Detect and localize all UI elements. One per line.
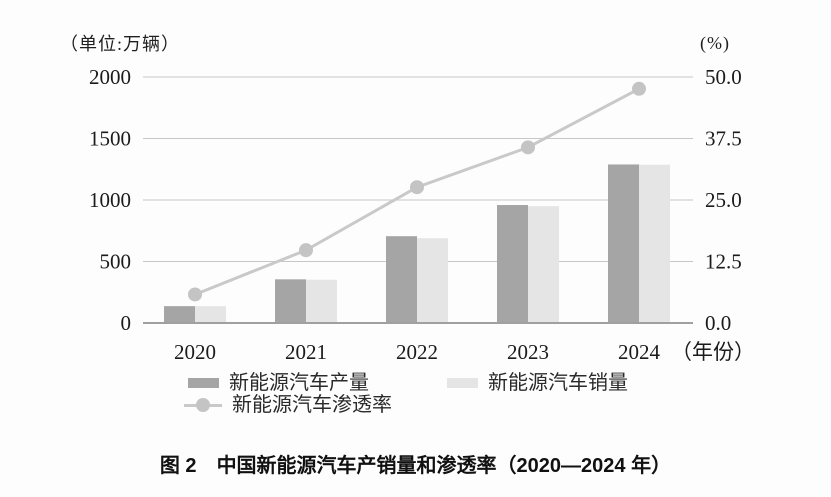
chart-plot-area: 0 500 1000 1500 2000 0.0 12.5 25.0 37.5 50.0 2020 2…	[89, 65, 755, 364]
legend-item-production: 新能源汽车产量	[188, 372, 369, 394]
year-label-2023: 2023	[507, 340, 549, 364]
left-tick-label-1000: 1000	[89, 188, 131, 212]
left-tick-label-1500: 1500	[89, 127, 131, 151]
left-tick-label-0: 0	[121, 311, 132, 335]
bar-sales-2024	[639, 164, 670, 323]
penetration-point-2024	[632, 81, 646, 96]
right-tick-label-50.0: 50.0	[705, 65, 742, 89]
bar-sales-2020	[195, 306, 226, 323]
figure-caption-number: 图 2	[159, 455, 197, 477]
production-bar-swatch-icon	[188, 378, 219, 388]
penetration-line-swatch-icon	[184, 398, 222, 412]
bar-production-2023	[497, 205, 528, 323]
penetration-point-2021	[299, 243, 313, 258]
left-tick-label-2000: 2000	[89, 65, 131, 89]
bar-production-2021	[275, 279, 306, 323]
penetration-point-2023	[521, 140, 535, 155]
right-tick-label-37.5: 37.5	[705, 127, 742, 151]
left-axis-unit-label: （单位:万辆）	[60, 34, 181, 54]
bar-sales-2023	[528, 206, 559, 323]
legend-item-penetration: 新能源汽车渗透率	[184, 394, 392, 416]
year-label-2024: 2024	[618, 340, 661, 364]
year-label-2020: 2020	[174, 340, 216, 364]
legend-label-production: 新能源汽车产量	[229, 372, 369, 394]
legend-item-sales: 新能源汽车销量	[447, 372, 628, 394]
bar-production-2022	[386, 236, 417, 323]
legend-label-penetration: 新能源汽车渗透率	[232, 394, 392, 416]
right-tick-label-25.0: 25.0	[705, 188, 742, 212]
bar-production-2020	[164, 306, 195, 323]
figure-caption: 图 2 中国新能源汽车产销量和渗透率（2020—2024 年）	[0, 449, 831, 478]
bar-sales-2021	[306, 279, 337, 323]
year-label-2021: 2021	[285, 340, 327, 364]
figure-caption-title: 中国新能源汽车产销量和渗透率（2020—2024 年）	[216, 455, 672, 477]
legend-label-sales: 新能源汽车销量	[488, 372, 628, 394]
bar-sales-2022	[417, 238, 448, 323]
right-tick-label-0.0: 0.0	[705, 311, 731, 335]
left-tick-label-500: 500	[100, 250, 132, 274]
x-axis-suffix-label: （年份）	[671, 340, 755, 364]
bar-production-2024	[608, 164, 639, 323]
right-tick-label-12.5: 12.5	[705, 250, 742, 274]
penetration-point-2022	[410, 180, 424, 195]
year-label-2022: 2022	[396, 340, 438, 364]
sales-bar-swatch-icon	[447, 378, 478, 388]
right-axis-unit-label: (%)	[700, 33, 730, 53]
penetration-point-2020	[188, 287, 202, 302]
